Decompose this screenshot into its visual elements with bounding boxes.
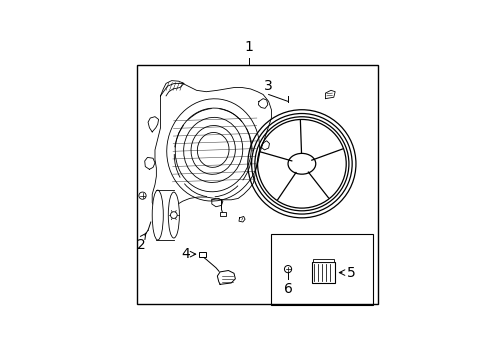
Polygon shape bbox=[217, 270, 235, 284]
Text: 3: 3 bbox=[264, 78, 272, 93]
Bar bbox=[137, 66, 377, 304]
Polygon shape bbox=[239, 216, 244, 222]
Bar bbox=[199, 252, 206, 257]
Circle shape bbox=[284, 266, 291, 273]
Bar bbox=[156, 190, 174, 240]
Ellipse shape bbox=[152, 190, 163, 240]
Bar bbox=[312, 260, 333, 262]
Text: 6: 6 bbox=[283, 282, 292, 296]
Polygon shape bbox=[325, 90, 334, 99]
Text: 1: 1 bbox=[244, 40, 253, 54]
Circle shape bbox=[139, 192, 146, 199]
Circle shape bbox=[170, 212, 177, 219]
Text: 5: 5 bbox=[346, 266, 355, 280]
Bar bbox=[219, 212, 225, 216]
Text: 4: 4 bbox=[181, 247, 189, 261]
Bar bbox=[271, 234, 372, 305]
Text: 2: 2 bbox=[137, 238, 145, 252]
Bar bbox=[311, 262, 334, 283]
Ellipse shape bbox=[168, 192, 179, 238]
